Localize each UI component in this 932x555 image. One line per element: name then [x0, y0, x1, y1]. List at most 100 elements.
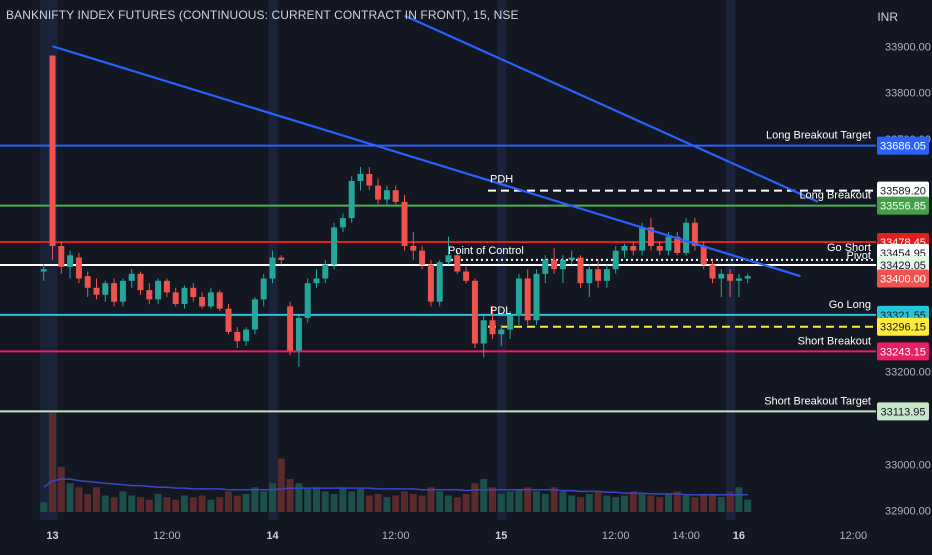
- volume-bar: [242, 493, 250, 512]
- volume-bar: [181, 495, 188, 512]
- volume-bar: [233, 495, 241, 512]
- volume-bar: [198, 495, 206, 512]
- y-tick-label: 33200.00: [885, 366, 931, 378]
- candle: [313, 278, 320, 284]
- price-label: 33400.00: [880, 273, 926, 285]
- volume-bar: [691, 497, 699, 512]
- volume-bar: [471, 483, 479, 512]
- volume-bar: [568, 495, 576, 512]
- candle: [551, 259, 558, 270]
- x-tick-label: 15: [495, 530, 507, 542]
- volume-bar: [524, 487, 532, 512]
- x-tick-label: 14: [266, 530, 279, 542]
- volume-bar: [225, 491, 232, 512]
- candle: [498, 329, 505, 335]
- candle: [207, 292, 214, 307]
- price-label-box: [877, 269, 929, 288]
- volume-bar: [585, 493, 593, 512]
- volume-bar: [497, 493, 505, 512]
- candle: [40, 269, 47, 272]
- price-label-box: [877, 317, 929, 336]
- volume-bar: [348, 491, 356, 512]
- candle: [234, 331, 241, 342]
- candle: [243, 329, 250, 342]
- volume-bar: [489, 487, 496, 512]
- volume-bar: [445, 495, 452, 512]
- volume-bar: [480, 479, 488, 512]
- volume-bar: [49, 413, 56, 512]
- level-label: Short Breakout Target: [764, 395, 871, 407]
- trendline[interactable]: [404, 14, 819, 203]
- volume-bar: [216, 497, 224, 512]
- level-label: Go Short: [827, 242, 871, 254]
- price-label-box: [877, 402, 929, 421]
- candle: [700, 245, 707, 265]
- volume-bar: [647, 495, 655, 512]
- candle: [401, 201, 408, 246]
- candle: [102, 283, 109, 295]
- volume-bar: [321, 491, 329, 512]
- chart-title: BANKNIFTY INDEX FUTURES (CONTINUOUS: CUR…: [6, 8, 519, 22]
- candle: [419, 250, 426, 265]
- candle: [524, 278, 531, 321]
- volume-bar: [330, 493, 338, 512]
- trendline[interactable]: [52, 45, 801, 278]
- candle: [577, 257, 584, 284]
- level-label: Long Breakout: [799, 190, 871, 202]
- x-tick-label: 12:00: [840, 530, 868, 542]
- candle: [137, 273, 144, 291]
- candle: [287, 306, 294, 351]
- candle: [621, 245, 628, 251]
- candle: [190, 287, 197, 298]
- candle: [691, 222, 698, 246]
- volume-bar: [409, 493, 417, 512]
- candle: [744, 276, 751, 279]
- level-label: PDH: [490, 174, 513, 186]
- candle: [445, 255, 452, 263]
- candle: [727, 273, 734, 281]
- volume-bar: [84, 493, 92, 512]
- volume-bar: [735, 487, 743, 512]
- candle: [146, 290, 153, 300]
- volume-bar: [726, 491, 734, 512]
- candle: [67, 255, 74, 267]
- candle: [515, 278, 522, 316]
- price-label: 33243.15: [880, 346, 926, 358]
- level-label: Go Long: [829, 299, 871, 311]
- candle: [366, 173, 373, 186]
- volume-bar: [577, 497, 584, 512]
- candle: [533, 273, 540, 321]
- candle: [375, 185, 382, 200]
- y-tick-label: 33900.00: [885, 41, 931, 53]
- currency-label: INR: [877, 10, 898, 24]
- volume-bar: [93, 487, 100, 512]
- candle: [410, 245, 417, 251]
- volume-bar: [383, 497, 391, 512]
- volume-bar: [260, 491, 268, 512]
- candle: [84, 276, 91, 288]
- candle: [471, 280, 478, 344]
- candle: [357, 173, 364, 181]
- volume-bar: [101, 495, 109, 512]
- candle: [639, 227, 646, 251]
- candle: [111, 283, 118, 302]
- candle: [656, 245, 663, 251]
- price-label: 33113.95: [880, 406, 925, 418]
- candle: [568, 257, 575, 260]
- volume-bar: [436, 491, 444, 512]
- volume-bar: [603, 495, 611, 512]
- candle: [674, 236, 681, 253]
- candle: [75, 257, 82, 279]
- volume-bar: [40, 502, 48, 512]
- x-tick-label: 16: [733, 530, 745, 542]
- x-tick-label: 12:00: [602, 530, 630, 542]
- volume-bar: [172, 499, 180, 512]
- volume-bar: [550, 487, 558, 512]
- candle: [163, 280, 170, 293]
- volume-bar: [709, 493, 716, 512]
- candle: [507, 315, 514, 330]
- candle: [630, 245, 637, 251]
- x-tick-label: 13: [46, 530, 58, 542]
